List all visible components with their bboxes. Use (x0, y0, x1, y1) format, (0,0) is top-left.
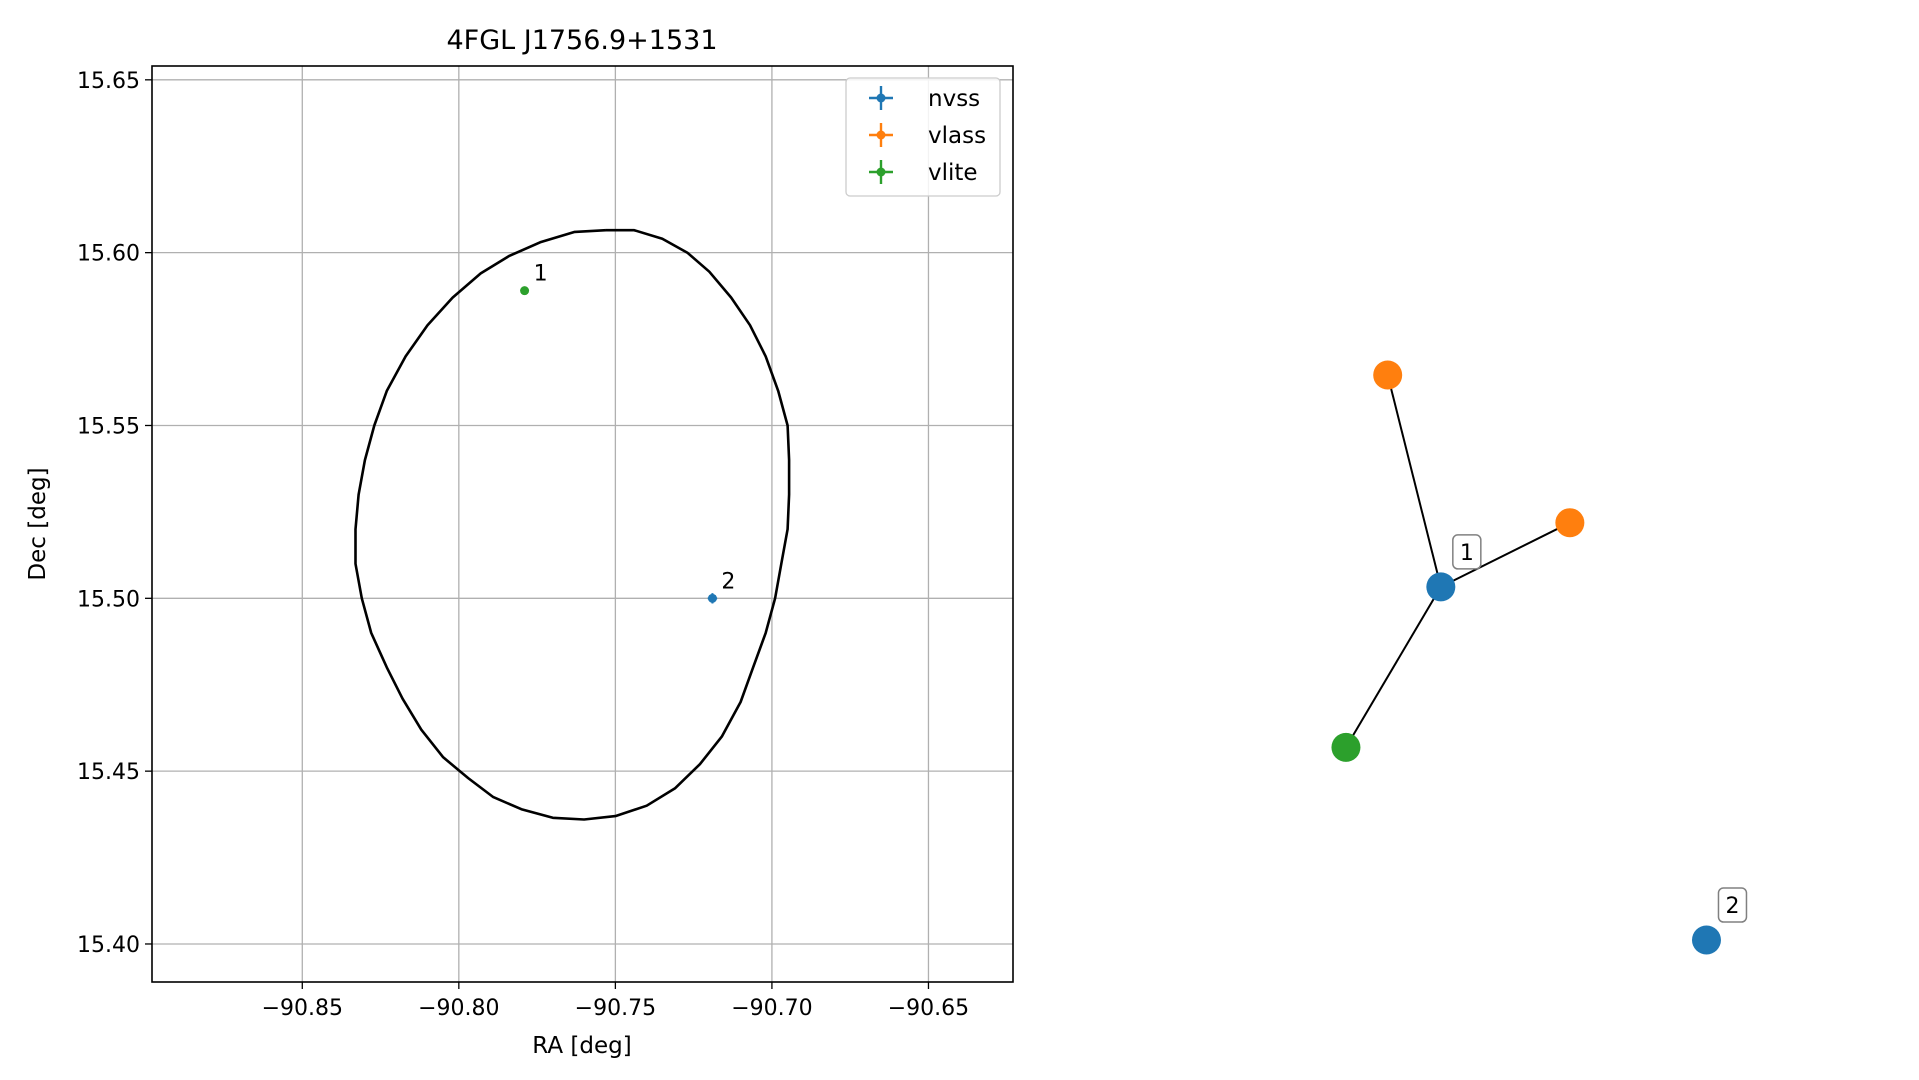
ellipse-layer (354, 228, 791, 821)
graph-node (1691, 925, 1721, 955)
node-layer: 12 (1331, 360, 1748, 955)
x-tick-label: −90.85 (262, 996, 343, 1021)
legend-box (845, 77, 1001, 197)
legend-label-vlass: vlass (928, 123, 986, 149)
point-annotation: 1 (534, 262, 548, 287)
legend-marker-dot (876, 130, 886, 140)
graph-edge (1386, 374, 1442, 588)
x-tick-label: −90.65 (888, 996, 969, 1021)
scatter-plot: 4FGL J1756.9+1531 12 −90.85 −90.80 −90.75−… (25, 25, 1014, 1059)
y-tick-label: 15.45 (77, 760, 140, 785)
points-layer: 12 (520, 262, 735, 604)
legend-label-vlite: vlite (928, 160, 978, 186)
y-axis-label: Dec [deg] (25, 467, 51, 580)
edge-layer (1345, 374, 1571, 748)
node-label-box (1717, 887, 1748, 923)
x-tick-label: −90.80 (418, 996, 499, 1021)
legend-marker-dot (876, 167, 886, 177)
x-tick-label: −90.70 (731, 996, 812, 1021)
graph-node (1331, 732, 1361, 762)
legend-marker-dot (876, 93, 886, 103)
node-label-box (1452, 534, 1482, 570)
node-label: 2 (1725, 894, 1739, 919)
y-tick-label: 15.55 (77, 414, 140, 439)
plot-frame (151, 65, 1014, 983)
graph-node (1373, 360, 1403, 390)
node-label: 1 (1460, 541, 1474, 566)
y-tick-label: 15.40 (77, 933, 140, 958)
x-tick-label: −90.75 (575, 996, 656, 1021)
y-tick-label: 15.50 (77, 587, 140, 612)
graph-node (1426, 572, 1456, 602)
legend-label-nvss: nvss (928, 86, 980, 112)
y-tick-label: 15.65 (77, 69, 140, 94)
data-point-vlite (520, 286, 530, 296)
point-annotation: 2 (721, 569, 735, 594)
grid-lines (152, 66, 1013, 982)
y-tick-label: 15.60 (77, 242, 140, 267)
graph-edge (1345, 586, 1442, 748)
ticks-layer: −90.85 −90.80 −90.75 −90.70 −90.65 15.40 15.45… (77, 69, 969, 1021)
chart-title: 4FGL J1756.9+1531 (446, 25, 717, 56)
graph-node (1555, 508, 1585, 538)
confidence-ellipse (354, 228, 791, 821)
x-axis-label: RA [deg] (532, 1033, 631, 1059)
data-point-nvss (707, 593, 717, 603)
legend: nvss vlass vlite (845, 77, 1001, 197)
graph-edge (1440, 521, 1571, 588)
network-plot: 12 (1331, 360, 1748, 955)
